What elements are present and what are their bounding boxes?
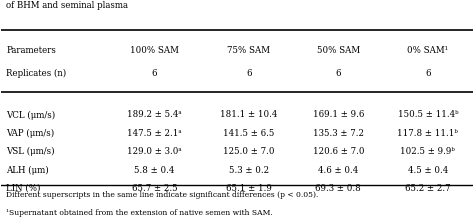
Text: 4.5 ± 0.4: 4.5 ± 0.4 [408,165,448,174]
Text: VSL (μm/s): VSL (μm/s) [6,147,55,156]
Text: 169.1 ± 9.6: 169.1 ± 9.6 [313,111,364,119]
Text: ALH (μm): ALH (μm) [6,165,49,175]
Text: 117.8 ± 11.1ᵇ: 117.8 ± 11.1ᵇ [397,129,458,138]
Text: 147.5 ± 2.1ᵃ: 147.5 ± 2.1ᵃ [127,129,182,138]
Text: 102.5 ± 9.9ᵇ: 102.5 ± 9.9ᵇ [401,147,456,156]
Text: 75% SAM: 75% SAM [227,46,270,55]
Text: 141.5 ± 6.5: 141.5 ± 6.5 [223,129,274,138]
Text: 65.2 ± 2.7: 65.2 ± 2.7 [405,184,451,193]
Text: 135.3 ± 7.2: 135.3 ± 7.2 [313,129,364,138]
Text: 150.5 ± 11.4ᵇ: 150.5 ± 11.4ᵇ [398,111,458,119]
Text: 189.2 ± 5.4ᵃ: 189.2 ± 5.4ᵃ [127,111,182,119]
Text: 69.3 ± 0.8: 69.3 ± 0.8 [315,184,361,193]
Text: LIN (%): LIN (%) [6,184,41,193]
Text: Replicates (n): Replicates (n) [6,69,66,78]
Text: 4.6 ± 0.4: 4.6 ± 0.4 [318,165,358,174]
Text: 6: 6 [425,69,430,78]
Text: 5.8 ± 0.4: 5.8 ± 0.4 [134,165,175,174]
Text: 181.1 ± 10.4: 181.1 ± 10.4 [220,111,277,119]
Text: 6: 6 [152,69,157,78]
Text: 65.1 ± 1.9: 65.1 ± 1.9 [226,184,272,193]
Text: VCL (μm/s): VCL (μm/s) [6,111,55,120]
Text: 5.3 ± 0.2: 5.3 ± 0.2 [229,165,269,174]
Text: 6: 6 [246,69,252,78]
Text: 50% SAM: 50% SAM [317,46,360,55]
Text: Parameters: Parameters [6,46,56,55]
Text: 65.7 ± 2.5: 65.7 ± 2.5 [132,184,177,193]
Text: of BHM and seminal plasma: of BHM and seminal plasma [6,1,128,10]
Text: Different superscripts in the same line indicate significant differences (p < 0.: Different superscripts in the same line … [6,191,319,199]
Text: 120.6 ± 7.0: 120.6 ± 7.0 [312,147,364,156]
Text: 125.0 ± 7.0: 125.0 ± 7.0 [223,147,274,156]
Text: 0% SAM¹: 0% SAM¹ [407,46,448,55]
Text: VAP (μm/s): VAP (μm/s) [6,129,55,138]
Text: 6: 6 [336,69,341,78]
Text: ¹Supernatant obtained from the extension of native semen with SAM.: ¹Supernatant obtained from the extension… [6,209,273,217]
Text: 129.0 ± 3.0ᵃ: 129.0 ± 3.0ᵃ [127,147,182,156]
Text: 100% SAM: 100% SAM [130,46,179,55]
